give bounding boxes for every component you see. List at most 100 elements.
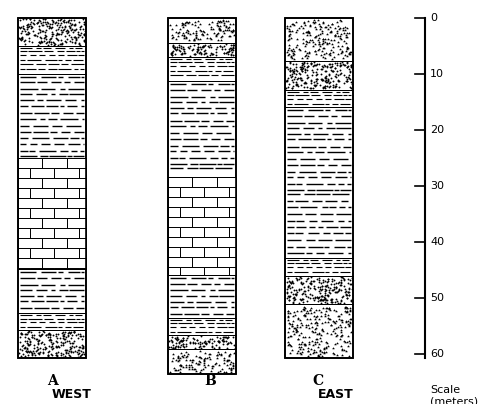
Point [298,66,306,73]
Point [335,84,343,90]
Point [81,39,89,45]
Point [212,46,219,53]
Point [304,63,312,69]
Point [298,66,305,72]
Point [286,72,293,78]
Point [228,28,236,35]
Point [229,42,237,48]
Point [308,60,315,66]
Point [215,339,223,345]
Point [316,351,324,358]
Point [219,336,227,342]
Point [72,21,79,27]
Point [285,28,293,35]
Point [37,35,45,41]
Point [329,48,337,55]
Point [41,19,49,25]
Point [66,24,73,30]
Point [207,367,215,374]
Point [191,340,199,347]
Point [338,352,346,358]
Point [207,26,215,33]
Point [303,75,311,81]
Point [45,38,53,45]
Point [170,45,178,51]
Point [48,345,56,352]
Point [227,339,234,345]
Point [53,352,61,358]
Point [287,280,295,286]
Point [195,344,203,351]
Bar [79,228,86,238]
Point [48,351,55,358]
Point [345,323,353,330]
Point [66,329,73,336]
Point [287,288,295,295]
Point [298,281,305,287]
Point [22,353,29,359]
Bar [180,206,204,217]
Point [314,295,322,302]
Point [74,335,82,342]
Point [320,346,328,352]
Point [35,39,43,46]
Point [319,38,327,44]
Point [48,343,56,349]
Point [345,353,353,359]
Point [48,29,56,36]
Point [61,347,69,354]
Point [53,344,61,351]
Bar [168,177,192,187]
Point [48,31,56,38]
Point [300,59,308,65]
Point [79,16,87,23]
Point [185,29,192,36]
Point [338,274,346,280]
Point [167,22,174,29]
Point [344,338,351,345]
Point [315,352,323,359]
Point [200,29,207,35]
Point [307,278,315,284]
Point [287,280,294,286]
Point [70,328,78,335]
Point [45,23,52,29]
Point [323,41,331,47]
Point [323,23,330,30]
Point [36,345,44,351]
Point [345,311,353,317]
Point [288,71,296,77]
Point [213,31,220,38]
Point [50,42,58,48]
Point [286,33,293,40]
Bar [30,268,54,269]
Point [319,297,326,304]
Bar [18,258,42,268]
Point [193,18,201,24]
Point [223,341,230,347]
Point [325,71,333,77]
Point [297,320,305,326]
Point [70,328,78,335]
Point [292,79,300,86]
Point [178,20,186,27]
Point [321,288,329,294]
Point [199,366,207,372]
Point [331,65,338,72]
Point [28,334,36,341]
Point [326,78,334,85]
Point [212,361,219,368]
Point [60,336,68,343]
Point [288,278,296,284]
Point [327,61,335,67]
Point [53,22,61,28]
Point [31,32,38,38]
Point [192,32,200,39]
Point [299,62,306,69]
Point [207,36,215,42]
Point [39,350,47,356]
Point [220,333,228,340]
Point [21,28,28,34]
Point [294,277,301,283]
Point [182,362,190,368]
